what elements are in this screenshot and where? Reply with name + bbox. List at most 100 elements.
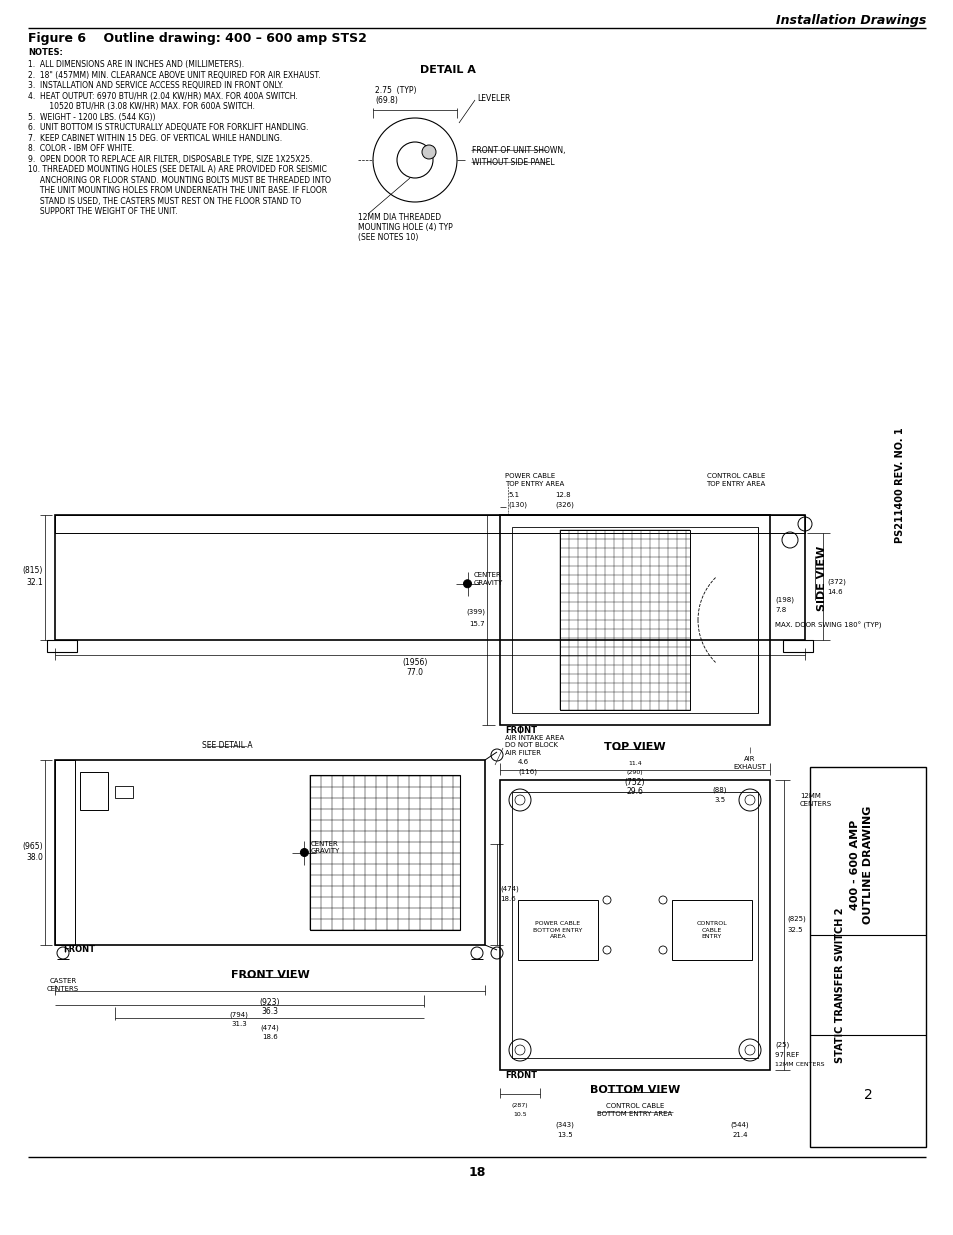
Text: 15.7: 15.7 xyxy=(469,621,484,627)
Text: (815): (815) xyxy=(23,566,43,574)
Text: (343): (343) xyxy=(555,1121,574,1129)
Bar xyxy=(55,760,484,945)
Text: BOTTOM VIEW: BOTTOM VIEW xyxy=(589,1086,679,1095)
Text: (SEE NOTES 10): (SEE NOTES 10) xyxy=(357,232,418,242)
Text: (399): (399) xyxy=(465,609,484,615)
Text: FRONT OF UNIT SHOWN,: FRONT OF UNIT SHOWN, xyxy=(472,146,565,154)
Text: 12MM DIA THREADED: 12MM DIA THREADED xyxy=(357,212,440,221)
Bar xyxy=(55,515,804,640)
Text: POWER CABLE
TOP ENTRY AREA: POWER CABLE TOP ENTRY AREA xyxy=(504,473,563,487)
Text: 400 - 600 AMP: 400 - 600 AMP xyxy=(849,820,859,910)
Text: CASTER
CENTERS: CASTER CENTERS xyxy=(47,978,79,992)
Bar xyxy=(499,515,769,725)
Text: 12MM
CENTERS: 12MM CENTERS xyxy=(800,793,831,806)
Text: WITHOUT SIDE PANEL: WITHOUT SIDE PANEL xyxy=(472,158,554,167)
Text: PS211400 REV. NO. 1: PS211400 REV. NO. 1 xyxy=(894,427,904,543)
Bar xyxy=(310,776,459,930)
Text: FRONT VIEW: FRONT VIEW xyxy=(231,969,309,981)
Text: CONTROL CABLE
BOTTOM ENTRY AREA: CONTROL CABLE BOTTOM ENTRY AREA xyxy=(597,1103,672,1116)
Text: (794): (794) xyxy=(230,1011,248,1018)
Circle shape xyxy=(300,848,308,857)
Text: 3.5: 3.5 xyxy=(714,797,725,803)
Text: 4.  HEAT OUTPUT: 6970 BTU/HR (2.04 KW/HR) MAX. FOR 400A SWITCH.: 4. HEAT OUTPUT: 6970 BTU/HR (2.04 KW/HR)… xyxy=(28,91,297,100)
Text: SIDE VIEW: SIDE VIEW xyxy=(816,546,826,610)
Text: CONTROL
CABLE
ENTRY: CONTROL CABLE ENTRY xyxy=(696,921,726,939)
Text: CENTER
GRAVITY: CENTER GRAVITY xyxy=(310,841,339,855)
Bar xyxy=(55,515,804,534)
Text: (923): (923) xyxy=(259,998,280,1007)
Bar xyxy=(115,785,132,798)
Text: DETAIL A: DETAIL A xyxy=(419,65,476,75)
Text: 3.  INSTALLATION AND SERVICE ACCESS REQUIRED IN FRONT ONLY.: 3. INSTALLATION AND SERVICE ACCESS REQUI… xyxy=(28,82,283,90)
Text: 2: 2 xyxy=(862,1088,871,1102)
Circle shape xyxy=(463,579,471,588)
Text: ANCHORING OR FLOOR STAND. MOUNTING BOLTS MUST BE THREADED INTO: ANCHORING OR FLOOR STAND. MOUNTING BOLTS… xyxy=(28,175,331,184)
Bar xyxy=(517,900,598,960)
Text: LEVELER: LEVELER xyxy=(476,94,510,103)
Text: 77.0: 77.0 xyxy=(406,667,423,677)
Text: 2.  18" (457MM) MIN. CLEARANCE ABOVE UNIT REQUIRED FOR AIR EXHAUST.: 2. 18" (457MM) MIN. CLEARANCE ABOVE UNIT… xyxy=(28,70,320,79)
Text: 5.1: 5.1 xyxy=(507,492,518,498)
Text: 18: 18 xyxy=(468,1167,485,1179)
Text: 36.3: 36.3 xyxy=(261,1008,278,1016)
Bar xyxy=(499,781,769,1070)
Text: (752): (752) xyxy=(624,778,644,787)
Text: AIR
EXHAUST: AIR EXHAUST xyxy=(733,756,765,769)
Text: (474): (474) xyxy=(499,885,518,892)
Text: 1.  ALL DIMENSIONS ARE IN INCHES AND (MILLIMETERS).: 1. ALL DIMENSIONS ARE IN INCHES AND (MIL… xyxy=(28,61,244,69)
Text: (69.8): (69.8) xyxy=(375,95,397,105)
Bar xyxy=(512,792,758,1058)
Text: (544): (544) xyxy=(730,1121,748,1129)
Bar xyxy=(47,640,77,652)
Text: FRONT: FRONT xyxy=(504,725,537,735)
Text: SUPPORT THE WEIGHT OF THE UNIT.: SUPPORT THE WEIGHT OF THE UNIT. xyxy=(28,207,177,216)
Text: 8.  COLOR - IBM OFF WHITE.: 8. COLOR - IBM OFF WHITE. xyxy=(28,144,134,153)
Text: 14.6: 14.6 xyxy=(826,589,841,595)
Text: (88): (88) xyxy=(712,787,726,793)
Text: Figure 6    Outline drawing: 400 – 600 amp STS2: Figure 6 Outline drawing: 400 – 600 amp … xyxy=(28,32,367,44)
Text: (198): (198) xyxy=(774,597,793,603)
Bar xyxy=(55,760,75,945)
Bar xyxy=(809,767,925,1147)
Text: 10.5: 10.5 xyxy=(513,1112,526,1116)
Text: (1956): (1956) xyxy=(402,657,427,667)
Text: 18.6: 18.6 xyxy=(262,1034,277,1040)
Text: 32.5: 32.5 xyxy=(786,927,801,932)
Text: FRONT: FRONT xyxy=(504,1071,537,1079)
Text: (25): (25) xyxy=(774,1042,788,1049)
Text: (116): (116) xyxy=(517,768,537,776)
Text: MAX. DOOR SWING 180° (TYP): MAX. DOOR SWING 180° (TYP) xyxy=(774,621,881,629)
Text: 21.4: 21.4 xyxy=(732,1132,747,1137)
Text: 2.75  (TYP): 2.75 (TYP) xyxy=(375,85,416,95)
Text: 18.6: 18.6 xyxy=(499,897,516,902)
Text: CENTER
GRAVITY: CENTER GRAVITY xyxy=(473,572,502,585)
Bar xyxy=(80,772,108,810)
Bar xyxy=(671,900,751,960)
Text: 7.8: 7.8 xyxy=(774,606,785,613)
Text: AIR INTAKE AREA
DO NOT BLOCK
AIR FILTER: AIR INTAKE AREA DO NOT BLOCK AIR FILTER xyxy=(504,735,563,756)
Text: 31.3: 31.3 xyxy=(231,1021,247,1028)
Text: 13.5: 13.5 xyxy=(557,1132,572,1137)
Text: NOTES:: NOTES: xyxy=(28,48,63,57)
Bar xyxy=(782,640,812,652)
Text: 38.0: 38.0 xyxy=(26,853,43,862)
Text: (130): (130) xyxy=(507,501,526,509)
Text: (287): (287) xyxy=(511,1103,528,1108)
Text: (825): (825) xyxy=(786,915,805,923)
Text: 10520 BTU/HR (3.08 KW/HR) MAX. FOR 600A SWITCH.: 10520 BTU/HR (3.08 KW/HR) MAX. FOR 600A … xyxy=(28,103,254,111)
Text: 12.8: 12.8 xyxy=(555,492,570,498)
Text: MOUNTING HOLE (4) TYP: MOUNTING HOLE (4) TYP xyxy=(357,222,453,231)
Text: 9.  OPEN DOOR TO REPLACE AIR FILTER, DISPOSABLE TYPE, SIZE 1X25X25.: 9. OPEN DOOR TO REPLACE AIR FILTER, DISP… xyxy=(28,154,313,163)
Text: 29.6: 29.6 xyxy=(626,787,642,795)
Text: 32.1: 32.1 xyxy=(27,578,43,587)
Text: 7.  KEEP CABINET WITHIN 15 DEG. OF VERTICAL WHILE HANDLING.: 7. KEEP CABINET WITHIN 15 DEG. OF VERTIC… xyxy=(28,133,282,142)
Text: (474): (474) xyxy=(260,1025,279,1031)
Text: (965): (965) xyxy=(22,842,43,851)
Text: 4.6: 4.6 xyxy=(517,760,529,764)
Text: 10. THREADED MOUNTING HOLES (SEE DETAIL A) ARE PROVIDED FOR SEISMIC: 10. THREADED MOUNTING HOLES (SEE DETAIL … xyxy=(28,165,327,174)
Bar xyxy=(512,527,758,713)
Bar xyxy=(559,530,689,710)
Text: (290): (290) xyxy=(626,769,642,774)
Text: THE UNIT MOUNTING HOLES FROM UNDERNEATH THE UNIT BASE. IF FLOOR: THE UNIT MOUNTING HOLES FROM UNDERNEATH … xyxy=(28,186,327,195)
Text: Installation Drawings: Installation Drawings xyxy=(775,14,925,26)
